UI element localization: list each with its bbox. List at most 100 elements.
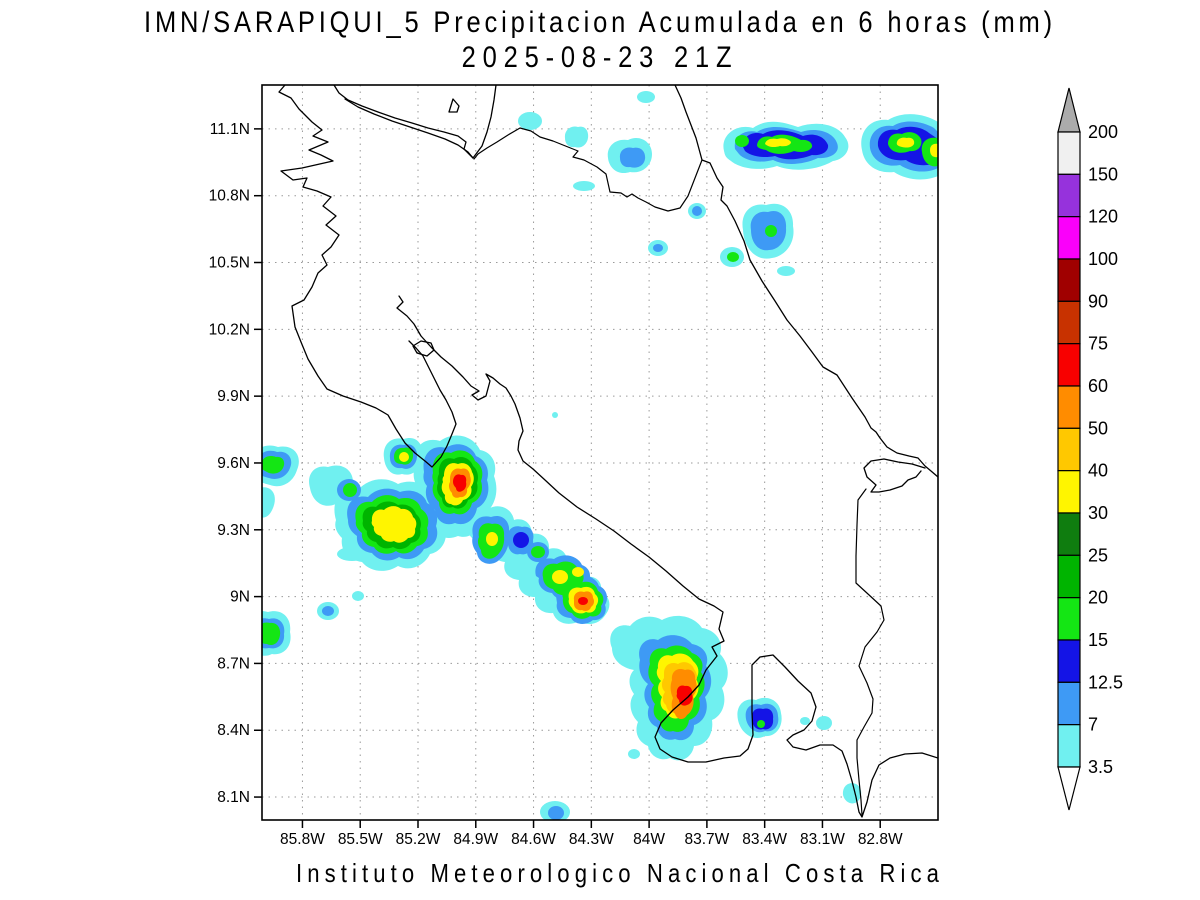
coastline-path	[278, 85, 457, 468]
y-tick-label: 9.9N	[217, 388, 250, 405]
precip-contour-band-0	[337, 547, 367, 561]
y-tick-label: 9N	[230, 589, 250, 606]
axis-labels: 85.8W 85.5W 85.2W 84.9W 84.6W 84.3W 84W 83.7W 83…	[209, 121, 903, 848]
colorbar: 200 150 120 100 90 75 60 50 40 30 25 20 15 12.5 7 3.5	[1057, 87, 1123, 811]
precip-contour-band-0	[262, 487, 275, 518]
colorbar-label: 50	[1088, 418, 1108, 438]
colorbar-label: 3.5	[1088, 757, 1113, 777]
island-path	[412, 340, 435, 357]
precip-contour-band-3	[531, 546, 545, 558]
x-tick-label: 84.3W	[569, 831, 614, 848]
coastlines	[278, 85, 938, 818]
y-tick-label: 8.7N	[217, 655, 250, 672]
x-tick-label: 82.8W	[858, 831, 903, 848]
lake-shore-path	[333, 85, 497, 159]
colorbar-label: 90	[1088, 291, 1108, 311]
precip-contour-band-0	[552, 412, 558, 418]
colorbar-label: 15	[1088, 630, 1108, 650]
colorbar-label: 20	[1088, 588, 1108, 608]
y-tick-label: 8.1N	[217, 789, 250, 806]
colorbar-segment	[1057, 724, 1081, 768]
precip-contour-band-6	[486, 532, 498, 546]
precip-contour-band-0	[637, 91, 655, 103]
precip-contour-band-3	[765, 225, 777, 237]
precip-contour-band-0	[842, 783, 862, 804]
colorbar-segment	[1057, 681, 1081, 726]
precip-contour-band-1	[692, 206, 702, 216]
colorbar-segment	[1057, 131, 1081, 175]
colorbar-over-arrow	[1057, 87, 1081, 133]
precip-contour-band-6	[399, 452, 409, 462]
title-line-1: IMN/SARAPIQUI_5 Precipitacion Acumulada …	[144, 6, 1056, 39]
y-tick-label: 9.6N	[217, 455, 250, 472]
colorbar-label: 40	[1088, 461, 1108, 481]
map-frame	[261, 84, 939, 821]
precip-contour-band-3	[735, 135, 749, 147]
precip-contour-band-6	[552, 570, 568, 584]
grid-lines	[262, 85, 938, 820]
precip-contour-band-9	[676, 685, 693, 706]
colorbar-segment	[1057, 597, 1081, 641]
precip-contour-band-0	[573, 181, 595, 191]
page-title: IMN/SARAPIQUI_5 Precipitacion Acumulada …	[90, 6, 1110, 75]
border-path	[473, 127, 703, 212]
precip-contour-band-1	[548, 806, 564, 820]
precip-contour-band-2	[513, 532, 529, 548]
precip-contour-band-1	[619, 147, 646, 168]
coastline-path	[674, 85, 938, 478]
precip-contour-band-0	[777, 266, 795, 276]
precip-contour-band-0	[518, 112, 542, 130]
island-path	[448, 98, 460, 113]
colorbar-under-arrow	[1057, 766, 1081, 811]
colorbar-segment	[1057, 427, 1081, 472]
colorbar-label: 150	[1088, 164, 1118, 184]
x-tick-label: 83.4W	[742, 831, 787, 848]
colorbar-label: 200	[1088, 122, 1118, 142]
coastline-path	[863, 458, 926, 493]
colorbar-segment	[1057, 258, 1081, 302]
colorbar-segment	[1057, 300, 1081, 345]
precip-contour-band-6	[371, 506, 417, 543]
x-tick-label: 85.5W	[338, 831, 383, 848]
precip-contour-band-6	[572, 567, 584, 577]
precip-contour-band-0	[800, 717, 810, 725]
colorbar-segment	[1057, 512, 1081, 556]
precip-contour-band-3	[757, 720, 765, 728]
colorbar-label: 120	[1088, 207, 1118, 227]
precip-contour-band-0	[564, 126, 589, 148]
colorbar-segment	[1057, 639, 1081, 683]
colorbar-label: 60	[1088, 376, 1108, 396]
y-tick-label: 8.4N	[217, 722, 250, 739]
border-path	[855, 488, 885, 816]
precip-contour-band-3	[262, 456, 285, 474]
plot-frame	[254, 84, 939, 828]
precip-contour-band-6	[930, 143, 938, 158]
precip-contour-band-0	[628, 749, 640, 759]
colorbar-label: 75	[1088, 334, 1108, 354]
precip-contour-band-3	[262, 622, 281, 645]
precip-contour-band-0	[816, 716, 832, 730]
colorbar-label: 100	[1088, 249, 1118, 269]
colorbar-segment	[1057, 554, 1081, 599]
y-tick-label: 10.8N	[209, 188, 250, 205]
title-line-2: 2025-08-23 21Z	[461, 41, 739, 74]
precip-contour-band-3	[727, 252, 739, 262]
precip-contour-band-3	[343, 483, 357, 497]
x-tick-label: 85.2W	[396, 831, 441, 848]
colorbar-label: 12.5	[1088, 672, 1123, 692]
x-tick-label: 84.9W	[453, 831, 498, 848]
x-tick-label: 85.8W	[280, 831, 325, 848]
precip-contour-band-6	[765, 138, 791, 148]
precip-contour-band-1	[653, 244, 663, 252]
precip-contour-band-9	[578, 597, 588, 605]
coastline-path	[396, 295, 938, 818]
footer-credit: Instituto Meteorologico Nacional Costa R…	[295, 858, 944, 888]
y-tick-label: 10.2N	[209, 321, 250, 338]
x-tick-label: 84W	[633, 831, 665, 848]
precip-contour-band-1	[322, 606, 334, 616]
precipitation-contours	[262, 91, 938, 820]
colorbar-label: 25	[1088, 545, 1108, 565]
precip-contour-band-6	[896, 137, 915, 148]
colorbar-segment	[1057, 343, 1081, 387]
